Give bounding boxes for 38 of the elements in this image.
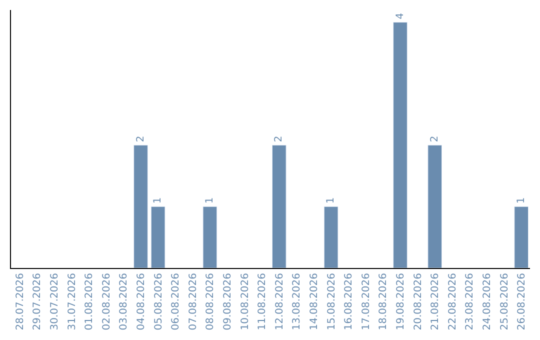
x-tick-label: 29.07.2026	[32, 273, 44, 330]
x-tick-label: 25.08.2026	[499, 273, 510, 330]
data-label: 2	[429, 136, 440, 142]
x-tick-label: 01.08.2026	[84, 273, 96, 330]
x-tick-label: 21.08.2026	[430, 273, 442, 330]
x-tick-label: 09.08.2026	[222, 273, 234, 330]
x-tick-label: 26.08.2026	[516, 273, 528, 330]
x-tick-label: 19.08.2026	[396, 273, 406, 330]
data-label: 2	[274, 136, 285, 142]
x-tick-label: 02.08.2026	[101, 273, 112, 330]
x-tick-label: 16.08.2026	[344, 273, 355, 330]
x-tick-label: 07.08.2026	[188, 273, 199, 330]
x-tick-label: 31.07.2026	[66, 273, 78, 330]
x-tick-label: 24.08.2026	[482, 273, 493, 330]
x-tick-label: 10.08.2026	[240, 273, 251, 330]
data-label: 1	[204, 197, 216, 204]
x-tick-label: 08.08.2026	[205, 273, 216, 330]
x-tick-label: 20.08.2026	[412, 273, 424, 330]
x-tick-label: 23.08.2026	[464, 273, 476, 330]
x-tick-label: 28.07.2026	[14, 273, 26, 330]
data-label: 1	[326, 197, 337, 204]
x-tick-label: 03.08.2026	[118, 273, 130, 330]
data-label: 4	[394, 12, 406, 20]
x-tick-label: 11.08.2026	[257, 273, 268, 330]
x-tick-label: 14.08.2026	[309, 273, 320, 330]
x-tick-label: 05.08.2026	[153, 273, 164, 330]
x-tick-label: 13.08.2026	[292, 273, 303, 330]
x-tick-label: 15.08.2026	[326, 273, 338, 330]
x-tick-label: 30.07.2026	[50, 273, 60, 330]
data-label: 1	[516, 197, 527, 204]
x-tick-label: 17.08.2026	[360, 273, 372, 330]
data-label: 2	[135, 136, 146, 142]
x-tick-label: 12.08.2026	[274, 273, 286, 330]
x-tick-label: 04.08.2026	[136, 273, 147, 330]
x-tick-label: 06.08.2026	[170, 273, 182, 330]
x-tick-label: 18.08.2026	[378, 273, 390, 330]
data-label: 1	[152, 197, 164, 204]
x-tick-label: 22.08.2026	[447, 273, 458, 330]
